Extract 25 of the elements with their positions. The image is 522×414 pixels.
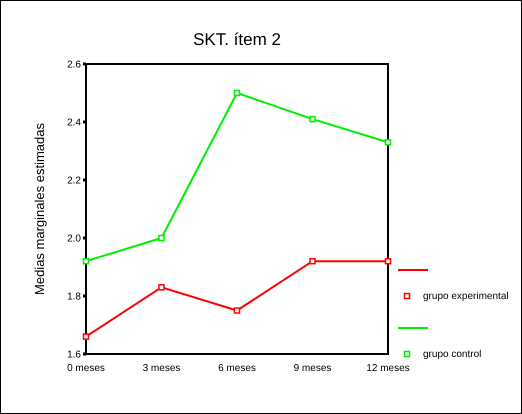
point <box>158 284 165 291</box>
point <box>158 234 165 242</box>
point <box>234 307 240 314</box>
point <box>234 90 240 96</box>
point <box>309 258 316 264</box>
legend-label: grupo control <box>423 349 482 360</box>
x-tick-label: 3 meses <box>142 363 180 374</box>
y-tick-label: 2.4 <box>67 118 82 128</box>
y-tick-label: 2.0 <box>67 234 82 244</box>
y-tick-label: 2.2 <box>67 176 82 186</box>
x-tick-label: 6 meses <box>218 363 256 374</box>
legend-label: grupo experimental <box>423 291 509 302</box>
point <box>82 258 90 264</box>
chart-title: SKT. ítem 2 <box>193 30 281 49</box>
x-tick-label: 12 meses <box>366 363 410 374</box>
point <box>309 116 316 122</box>
point <box>384 139 392 146</box>
y-axis-title: Medias marginales estimadas <box>32 122 47 295</box>
x-tick-label: 0 meses <box>67 363 105 374</box>
point <box>82 333 90 340</box>
y-tick-label: 1.6 <box>67 350 82 360</box>
x-tick-label: 9 meses <box>294 363 332 374</box>
y-tick-label: 1.8 <box>67 292 82 302</box>
point <box>384 258 392 264</box>
y-tick-label: 2.6 <box>67 60 82 70</box>
